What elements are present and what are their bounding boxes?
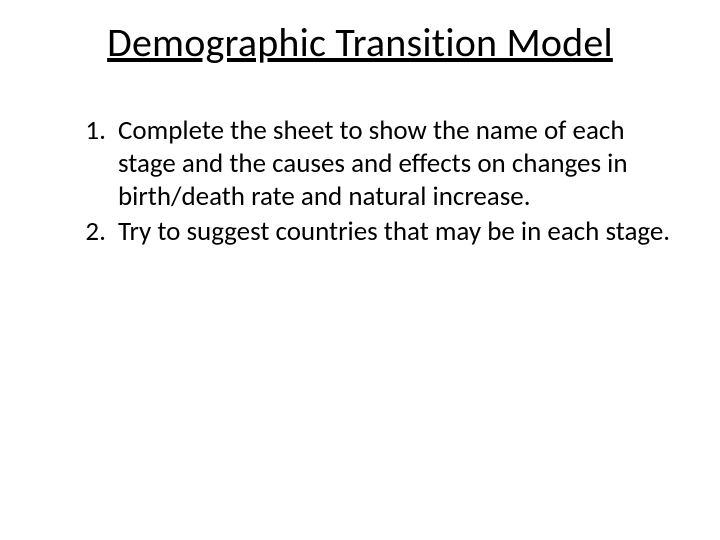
slide-title: Demographic Transition Model — [48, 18, 672, 67]
list-item: Try to suggest countries that may be in … — [112, 216, 672, 249]
numbered-list: Complete the sheet to show the name of e… — [48, 115, 672, 249]
slide-container: Demographic Transition Model Complete th… — [0, 0, 720, 540]
list-item: Complete the sheet to show the name of e… — [112, 115, 672, 214]
